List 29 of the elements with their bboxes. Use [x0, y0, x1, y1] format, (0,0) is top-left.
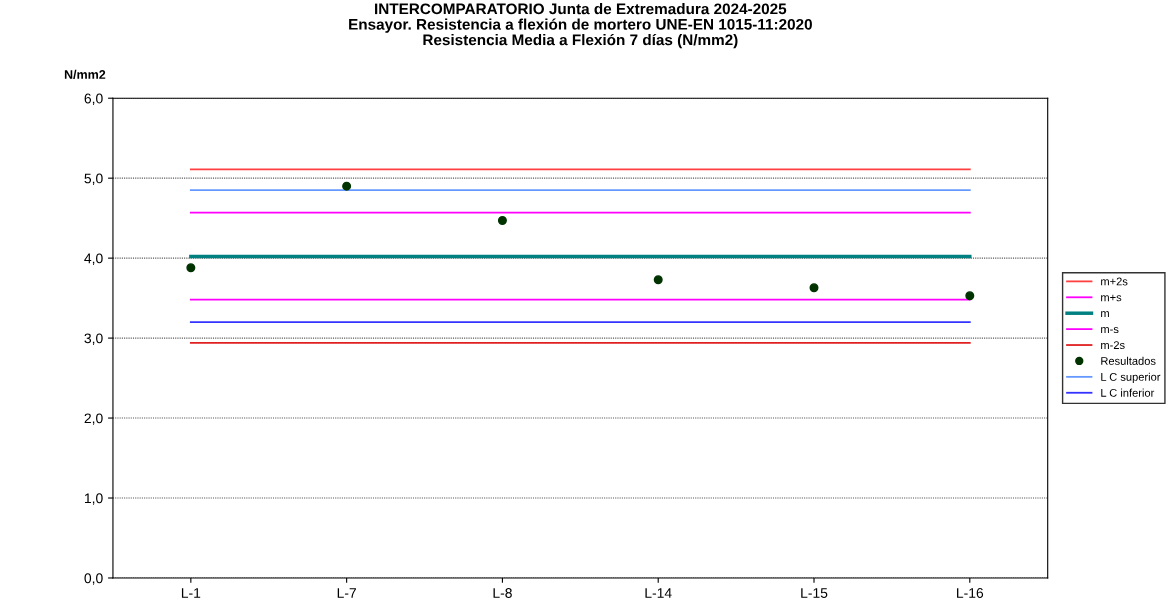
legend-label: L C inferior — [1101, 388, 1155, 397]
x-tick-label: L-7 — [337, 588, 356, 598]
point — [186, 263, 196, 273]
y-tick-label: 5,0 — [84, 173, 103, 185]
chart-title: INTERCOMPARATORIO Junta de Extremadura 2024-2025 Ensayor. Resistencia a flexión de mortero UNE-EN 1015-11:2020 Resistencia Media a Flexión 7 días (N/mm2) — [349, 3, 812, 49]
x-tick-label: L-1 — [181, 588, 201, 598]
legend-label: Resultados — [1101, 356, 1156, 365]
y-tick-label: 0,0 — [84, 573, 103, 585]
y-tick-label: 6,0 — [84, 93, 103, 106]
y-tick-label: 2,0 — [84, 413, 103, 425]
x-tick-label: L-16 — [957, 588, 984, 598]
y-tick-label: 3,0 — [84, 333, 103, 345]
legend-label: m-s — [1101, 327, 1119, 334]
x-tick-label: L-14 — [645, 588, 672, 598]
y-tick-label: 4,0 — [84, 253, 103, 265]
legend-label: m-2s — [1101, 341, 1125, 350]
point — [497, 216, 507, 226]
legend-label: m+s — [1101, 294, 1122, 302]
legend-label: m+2s — [1101, 277, 1128, 286]
x-tick-label: L-8 — [493, 588, 512, 598]
y-tick-label: 1,0 — [84, 493, 103, 505]
point — [809, 283, 819, 293]
point — [965, 291, 975, 301]
point — [342, 181, 352, 191]
legend-label: L C superior — [1101, 372, 1161, 384]
point — [653, 275, 663, 285]
y-axis-title: N/mm2 — [64, 69, 106, 80]
legend-label: m — [1101, 311, 1109, 318]
x-tick-label: L-15 — [801, 588, 828, 598]
